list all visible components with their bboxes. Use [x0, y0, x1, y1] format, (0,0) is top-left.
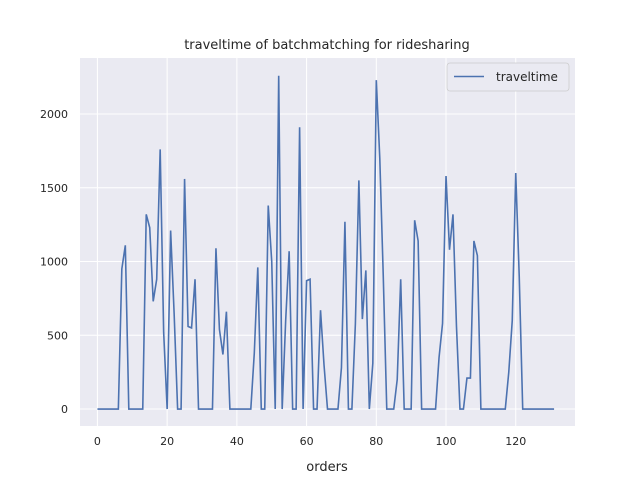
x-tick-labels: 0 20 40 60 80 100 120 [94, 435, 526, 448]
y-tick-label: 0 [61, 403, 68, 416]
chart-title: traveltime of batchmatching for rideshar… [184, 38, 470, 53]
plot-area [80, 58, 575, 426]
x-tick-label: 100 [436, 435, 457, 448]
grid-lines [80, 58, 575, 426]
series-line-traveltime [97, 75, 555, 410]
y-tick-label: 500 [47, 329, 68, 342]
y-tick-label: 2000 [40, 108, 68, 121]
x-tick-label: 40 [230, 435, 244, 448]
x-tick-label: 60 [300, 435, 314, 448]
x-tick-label: 0 [94, 435, 101, 448]
y-tick-label: 1000 [40, 256, 68, 269]
legend: traveltime [446, 62, 570, 92]
x-tick-label: 20 [160, 435, 174, 448]
x-tick-label: 80 [369, 435, 383, 448]
legend-label: traveltime [496, 70, 558, 84]
x-tick-label: 120 [505, 435, 526, 448]
y-tick-labels: 0 500 1000 1500 2000 [40, 108, 68, 416]
series-points [97, 75, 555, 410]
y-tick-label: 1500 [40, 182, 68, 195]
x-axis-label: orders [306, 460, 348, 475]
legend-box [446, 62, 570, 92]
